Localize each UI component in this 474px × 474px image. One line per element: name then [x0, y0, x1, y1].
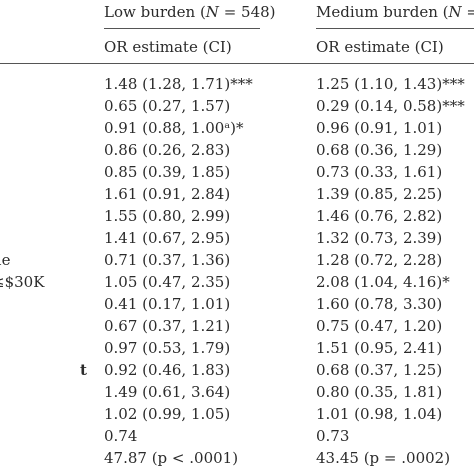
low-burden-cell: 1.41 (0.67, 2.95) — [104, 229, 231, 247]
table-row: 0.67 (0.37, 1.21) 0.75 (0.47, 1.20) — [0, 317, 474, 339]
table-row: 1.55 (0.80, 2.99) 1.46 (0.76, 2.82) — [0, 207, 474, 229]
low-burden-cell: 0.85 (0.39, 1.85) — [104, 163, 231, 181]
medium-burden-cell: 0.73 — [316, 427, 350, 445]
medium-burden-header-rule — [316, 28, 474, 29]
low-burden-cell: 0.74 — [104, 427, 138, 445]
table-row: 0.91 (0.88, 1.00ᵃ)* 0.96 (0.91, 1.01) — [0, 119, 474, 141]
low-burden-cell: 1.05 (0.47, 2.35) — [104, 273, 231, 291]
low-burden-cell: 0.65 (0.27, 1.57) — [104, 97, 231, 115]
medium-burden-cell: 0.80 (0.35, 1.81) — [316, 383, 443, 401]
medium-burden-cell: 1.39 (0.85, 2.25) — [316, 185, 443, 203]
row-label: t — [80, 361, 87, 379]
low-burden-cell: 0.97 (0.53, 1.79) — [104, 339, 231, 357]
low-burden-cell: 0.67 (0.37, 1.21) — [104, 317, 231, 335]
medium-burden-cell: 1.32 (0.73, 2.39) — [316, 229, 443, 247]
medium-burden-cell: 1.51 (0.95, 2.41) — [316, 339, 443, 357]
medium-burden-cell: 0.75 (0.47, 1.20) — [316, 317, 443, 335]
medium-burden-cell: 0.29 (0.14, 0.58)*** — [316, 97, 465, 115]
low-burden-n-symbol: N — [205, 3, 219, 21]
medium-burden-cell: 43.45 (p = .0002) — [316, 449, 451, 467]
table-row: 0.86 (0.26, 2.83) 0.68 (0.36, 1.29) — [0, 141, 474, 163]
low-burden-cell: 1.49 (0.61, 3.64) — [104, 383, 231, 401]
medium-burden-cell: 0.73 (0.33, 1.61) — [316, 163, 443, 181]
table-row: 0.85 (0.39, 1.85) 0.73 (0.33, 1.61) — [0, 163, 474, 185]
low-burden-cell: 1.55 (0.80, 2.99) — [104, 207, 231, 225]
low-burden-cell: 1.48 (1.28, 1.71)*** — [104, 75, 253, 93]
row-label: ≤$30K — [0, 273, 45, 291]
medium-burden-header: Medium burden (N = 5 — [316, 3, 474, 21]
table-row: 1.41 (0.67, 2.95) 1.32 (0.73, 2.39) — [0, 229, 474, 251]
low-burden-header-label: Low burden ( — [104, 3, 206, 21]
table-row: ue 0.71 (0.37, 1.36) 1.28 (0.72, 2.28) — [0, 251, 474, 273]
low-burden-header-rule — [104, 28, 260, 29]
low-burden-cell: 0.92 (0.46, 1.83) — [104, 361, 231, 379]
low-burden-subheader: OR estimate (CI) — [104, 38, 232, 56]
medium-burden-cell: 0.68 (0.37, 1.25) — [316, 361, 443, 379]
medium-burden-n-value: = 5 — [466, 3, 474, 21]
table-row: 1.02 (0.99, 1.05) 1.01 (0.98, 1.04) — [0, 405, 474, 427]
table-row: ≤$30K 1.05 (0.47, 2.35) 2.08 (1.04, 4.16… — [0, 273, 474, 295]
medium-burden-cell: 1.28 (0.72, 2.28) — [316, 251, 443, 269]
table-row: 1.61 (0.91, 2.84) 1.39 (0.85, 2.25) — [0, 185, 474, 207]
low-burden-cell: 0.71 (0.37, 1.36) — [104, 251, 231, 269]
low-burden-cell: 1.61 (0.91, 2.84) — [104, 185, 231, 203]
medium-burden-cell: 1.46 (0.76, 2.82) — [316, 207, 443, 225]
table-row: 1.48 (1.28, 1.71)*** 1.25 (1.10, 1.43)**… — [0, 75, 474, 97]
low-burden-n-value: = 548) — [218, 3, 276, 21]
table-row: 0.65 (0.27, 1.57) 0.29 (0.14, 0.58)*** — [0, 97, 474, 119]
table-row: 0.41 (0.17, 1.01) 1.60 (0.78, 3.30) — [0, 295, 474, 317]
subheader-rule — [0, 63, 474, 64]
low-burden-cell: 0.41 (0.17, 1.01) — [104, 295, 231, 313]
medium-burden-cell: 2.08 (1.04, 4.16)* — [316, 273, 450, 291]
low-burden-cell: 0.91 (0.88, 1.00ᵃ)* — [104, 119, 244, 137]
row-label: ue — [0, 251, 11, 269]
medium-burden-cell: 1.25 (1.10, 1.43)*** — [316, 75, 465, 93]
low-burden-cell: 0.86 (0.26, 2.83) — [104, 141, 231, 159]
medium-burden-n-symbol: N — [448, 3, 462, 21]
table-row: 1.49 (0.61, 3.64) 0.80 (0.35, 1.81) — [0, 383, 474, 405]
low-burden-cell: 47.87 (p < .0001) — [104, 449, 239, 467]
table-row: 0.74 0.73 — [0, 427, 474, 449]
medium-burden-cell: 1.60 (0.78, 3.30) — [316, 295, 443, 313]
medium-burden-cell: 1.01 (0.98, 1.04) — [316, 405, 443, 423]
low-burden-header: Low burden (N = 548) — [104, 3, 276, 21]
table-row: 47.87 (p < .0001) 43.45 (p = .0002) — [0, 449, 474, 471]
medium-burden-cell: 0.68 (0.36, 1.29) — [316, 141, 443, 159]
low-burden-cell: 1.02 (0.99, 1.05) — [104, 405, 231, 423]
medium-burden-cell: 0.96 (0.91, 1.01) — [316, 119, 443, 137]
table-row: 0.97 (0.53, 1.79) 1.51 (0.95, 2.41) — [0, 339, 474, 361]
table-row: t 0.92 (0.46, 1.83) 0.68 (0.37, 1.25) — [0, 361, 474, 383]
medium-burden-subheader: OR estimate (CI) — [316, 38, 444, 56]
medium-burden-header-label: Medium burden ( — [316, 3, 449, 21]
